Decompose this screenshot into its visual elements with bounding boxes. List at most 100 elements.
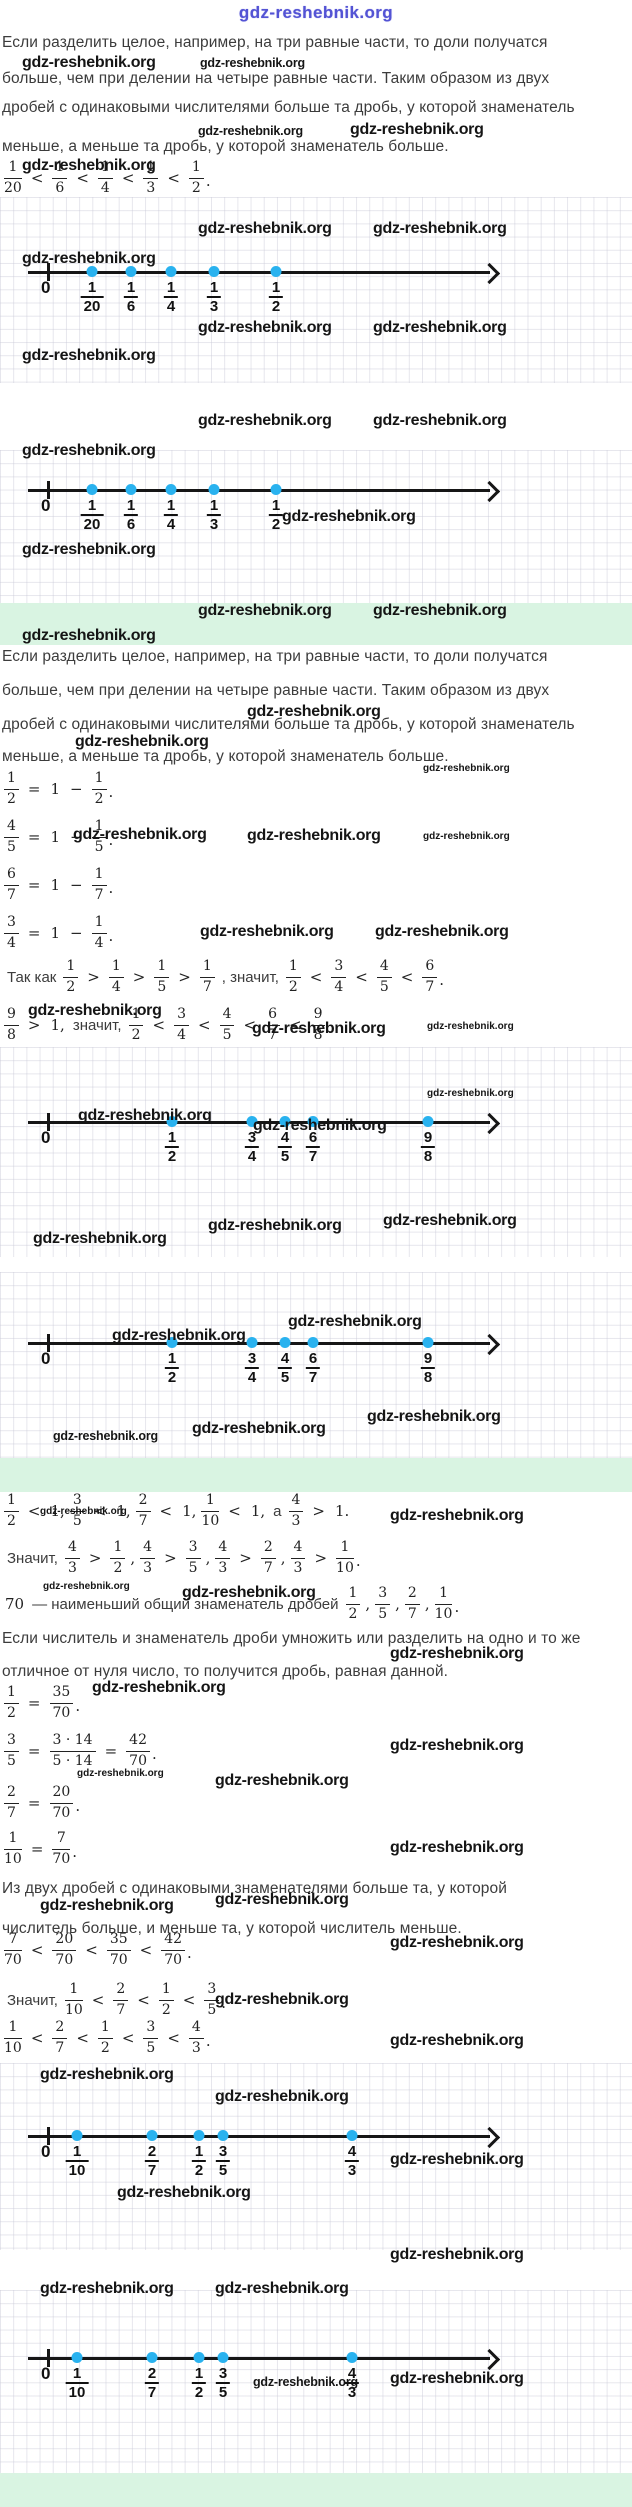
point-dot [165, 484, 177, 495]
math-text: Так как [7, 968, 57, 986]
math-line: 3 4 = 1−1 4. [2, 914, 113, 952]
grid-paper [0, 450, 632, 603]
fraction: 7 70 [52, 1830, 71, 1867]
point-label: 1 10 [65, 2365, 89, 2402]
watermark: gdz-reshebnik.org [92, 1679, 226, 1696]
paragraph-line: меньше, а меньше та дробь, у которой зна… [2, 748, 449, 765]
watermark: gdz-reshebnik.org [375, 923, 509, 940]
point-dot [146, 2352, 158, 2363]
fraction: 20 70 [49, 1784, 74, 1822]
math-symbol: < [152, 1016, 166, 1034]
math-line: 7 70 <20 70 <35 70 <42 70. [2, 1931, 192, 1969]
math-line: 2 7 = 20 70. [2, 1784, 80, 1822]
paragraph-line: Из двух дробей с одинаковыми знаменателя… [2, 1880, 507, 1897]
fraction: 42 70 [126, 1732, 150, 1770]
watermark: gdz-reshebnik.org [200, 923, 334, 940]
math-symbol: 1, [116, 1502, 131, 1520]
watermark: gdz-reshebnik.org [373, 319, 507, 336]
math-symbol: . [108, 831, 114, 849]
point-dot [217, 2130, 229, 2141]
math-symbol: , [424, 1595, 430, 1613]
watermark: gdz-reshebnik.org [53, 1429, 158, 1443]
grid-paper [0, 2290, 632, 2473]
point-dot [193, 2352, 205, 2363]
watermark: gdz-reshebnik.org [350, 121, 484, 138]
watermark: gdz-reshebnik.org [215, 1772, 349, 1789]
math-symbol: − [70, 924, 83, 942]
math-symbol: < [139, 1941, 153, 1959]
math-symbol: = [27, 1694, 41, 1712]
math-line: 3 5 = 3 · 14 5 · 14 = 42 70. [2, 1732, 157, 1770]
watermark: gdz-reshebnik.org [215, 1891, 349, 1908]
watermark: gdz-reshebnik.org [22, 442, 156, 459]
math-text: , значит, [221, 968, 279, 986]
math-line: 70 — наименьший общий знаменатель дробей 1… [2, 1585, 459, 1623]
math-symbol: < [400, 968, 414, 986]
math-symbol: , [280, 1549, 286, 1567]
watermark: gdz-reshebnik.org [427, 1088, 514, 1099]
math-symbol: > [239, 1549, 252, 1567]
math-symbol: , [205, 1549, 211, 1567]
fraction: 1 10 [64, 1981, 83, 2018]
math-line: 1 2 <1, 3 5 <1, 2 7 <1, 1 10 <1, а 4 3 >1. [2, 1492, 352, 1530]
math-symbol: − [70, 876, 83, 894]
number-line-axis [28, 2357, 490, 2360]
math-symbol: = [30, 1840, 44, 1858]
watermark: gdz-reshebnik.org [198, 220, 332, 237]
watermark: gdz-reshebnik.org [40, 1506, 127, 1517]
zero-label: 0 [41, 1349, 51, 1368]
math-symbol: − [70, 828, 83, 846]
math-text: значит, [72, 1016, 122, 1034]
math-symbol: . [439, 971, 445, 989]
math-symbol: . [454, 1598, 460, 1616]
watermark: gdz-reshebnik.org [22, 157, 156, 174]
divider-band [0, 1458, 632, 1492]
math-symbol: = [27, 828, 41, 846]
point-label: 1 20 [80, 497, 104, 534]
math-symbol: . [108, 927, 114, 945]
math-symbol: . [355, 1552, 361, 1570]
math-symbol: 1 [50, 876, 61, 894]
point-dot [125, 484, 137, 495]
math-symbol: = [27, 1794, 41, 1812]
paragraph-line: больше, чем при делении на четыре равные… [2, 682, 550, 699]
fraction: 1 20 [4, 159, 22, 196]
watermark: gdz-reshebnik.org [252, 1020, 386, 1037]
math-symbol: < [288, 1016, 302, 1034]
divider-band [0, 603, 632, 645]
watermark: gdz-reshebnik.org [282, 508, 416, 525]
divider-band [0, 2473, 632, 2507]
fraction: 42 70 [161, 1931, 186, 1969]
fraction: 3 · 14 5 · 14 [49, 1732, 96, 1770]
watermark: gdz-reshebnik.org [390, 1839, 524, 1856]
zero-label: 0 [41, 2142, 51, 2161]
math-symbol: . [75, 1797, 81, 1815]
point-dot [346, 2130, 358, 2141]
